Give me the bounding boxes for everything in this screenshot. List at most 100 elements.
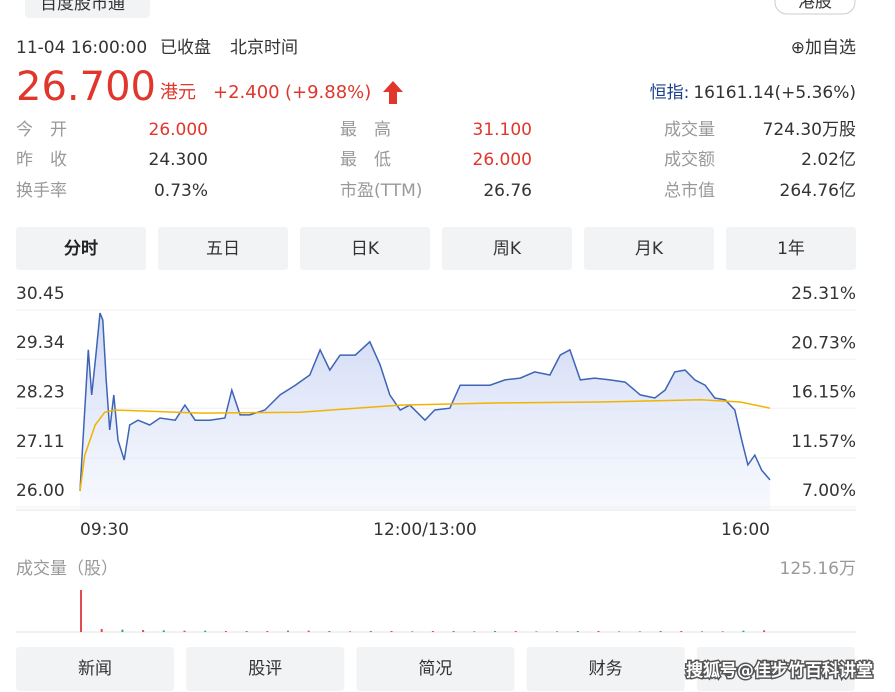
x-tick-label: 16:00 xyxy=(721,520,770,540)
volume-bar xyxy=(452,630,455,632)
stat-label: 今 开 xyxy=(16,120,67,140)
volume-bar xyxy=(307,630,310,632)
volume-max-label: 125.16万 xyxy=(780,559,856,579)
bottom-tab[interactable] xyxy=(356,647,515,691)
volume-bar xyxy=(473,631,476,632)
y2-tick-label: 25.31% xyxy=(791,284,856,304)
volume-bar xyxy=(80,590,82,632)
watermark: 搜狐号@佳步竹百科讲堂 xyxy=(686,660,873,681)
volume-bar xyxy=(369,630,372,632)
volume-bar xyxy=(100,628,103,632)
tab[interactable] xyxy=(158,227,288,270)
timezone: 北京时间 xyxy=(230,38,298,58)
volume-bar xyxy=(162,630,165,632)
stat-value: 26.000 xyxy=(473,150,532,170)
y2-tick-label: 7.00% xyxy=(802,481,856,501)
volume-bar xyxy=(142,629,145,632)
y2-tick-label: 20.73% xyxy=(791,333,856,353)
volume-bar xyxy=(349,631,352,632)
stat-value: 31.100 xyxy=(473,120,532,140)
stat-label: 总市值 xyxy=(664,181,715,201)
stat-label: 昨 收 xyxy=(16,150,67,170)
market-tab[interactable] xyxy=(774,0,856,15)
index-value: 16161.14(+5.36%) xyxy=(693,83,856,103)
volume-bar xyxy=(576,630,579,632)
volume-bar xyxy=(431,630,434,632)
bottom-tab[interactable] xyxy=(526,647,685,691)
stat-label: 最 低 xyxy=(340,150,391,170)
volume-bar xyxy=(204,630,207,632)
volume-bar xyxy=(742,630,745,632)
volume-bar xyxy=(638,631,641,632)
y-tick-label: 27.11 xyxy=(16,432,65,452)
stat-value: 2.02亿 xyxy=(801,150,856,170)
volume-bar xyxy=(328,630,331,632)
watch-button[interactable]: ⊕加自选 xyxy=(791,38,856,58)
series-line xyxy=(79,399,771,492)
price: 26.700 xyxy=(16,64,156,110)
volume-bar xyxy=(535,631,538,632)
bottom-tab[interactable] xyxy=(16,647,174,691)
bottom-tab-label: 简况 xyxy=(418,659,452,679)
bottom-tab-label: 股评 xyxy=(248,659,282,679)
top-tab[interactable] xyxy=(25,0,150,18)
series-line xyxy=(79,312,771,492)
y-tick-label: 29.34 xyxy=(16,333,65,353)
index-label: 恒指: xyxy=(650,83,690,103)
datetime: 11-04 16:00:00 xyxy=(16,38,147,58)
tab[interactable] xyxy=(726,227,856,270)
bottom-tab-label: 财务 xyxy=(589,659,623,679)
price-area xyxy=(80,313,770,510)
y2-tick-label: 11.57% xyxy=(791,432,856,452)
x-tick-label: 12:00/13:00 xyxy=(373,520,477,540)
volume-bar xyxy=(763,630,766,632)
tab-label: 五日 xyxy=(206,239,240,259)
bottom-tab[interactable] xyxy=(696,647,855,691)
stat-label: 最 高 xyxy=(340,120,391,140)
market-tab-text: 港股 xyxy=(798,0,832,12)
tab[interactable] xyxy=(442,227,572,270)
tab-label: 1年 xyxy=(777,239,805,259)
status: 已收盘 xyxy=(160,38,211,58)
volume-bar xyxy=(597,630,600,632)
volume-bar xyxy=(390,630,393,632)
volume-bar xyxy=(618,631,621,632)
volume-bar xyxy=(514,630,517,632)
tab-label: 周K xyxy=(493,239,522,259)
volume-bar xyxy=(701,631,703,632)
stat-label: 换手率 xyxy=(16,181,67,201)
stat-value: 264.76亿 xyxy=(780,181,856,201)
volume-bar xyxy=(494,630,496,632)
stat-value: 26.000 xyxy=(149,120,208,140)
y-tick-label: 30.45 xyxy=(16,284,65,304)
volume-bar xyxy=(659,630,662,632)
volume-bar xyxy=(287,630,289,632)
change-pct: (+9.88%) xyxy=(285,82,371,103)
volume-bar xyxy=(411,631,414,632)
tab[interactable] xyxy=(16,227,146,270)
stat-value: 26.76 xyxy=(483,181,532,201)
volume-bar xyxy=(266,630,269,632)
y-tick-label: 28.23 xyxy=(16,382,65,402)
tab-label: 分时 xyxy=(64,239,98,259)
up-arrow xyxy=(383,81,403,104)
tab[interactable] xyxy=(584,227,714,270)
currency: 港元 xyxy=(160,82,196,103)
top-tab-text: 百度股市通 xyxy=(40,0,125,14)
bottom-tab[interactable] xyxy=(186,647,345,691)
volume-bar xyxy=(183,630,186,632)
stat-value: 724.30万股 xyxy=(763,120,856,140)
bottom-tab-label: 新闻 xyxy=(78,659,112,679)
tab-label: 日K xyxy=(351,239,380,259)
tab[interactable] xyxy=(300,227,430,270)
volume-bar xyxy=(224,630,227,632)
volume-bar xyxy=(121,629,124,632)
x-tick-label: 09:30 xyxy=(80,520,129,540)
volume-label: 成交量（股） xyxy=(16,559,118,579)
bottom-tab-label: 开户 xyxy=(759,659,793,679)
volume-bar xyxy=(245,630,248,632)
stat-value: 0.73% xyxy=(154,181,208,201)
volume-bar xyxy=(680,630,683,632)
